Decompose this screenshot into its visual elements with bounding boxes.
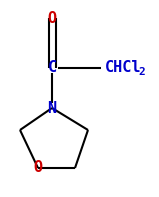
Text: O: O: [33, 161, 43, 176]
Text: 2: 2: [138, 67, 145, 77]
Text: CHCl: CHCl: [105, 60, 142, 75]
Text: C: C: [47, 60, 57, 75]
Text: O: O: [47, 10, 57, 25]
Text: N: N: [47, 100, 57, 115]
